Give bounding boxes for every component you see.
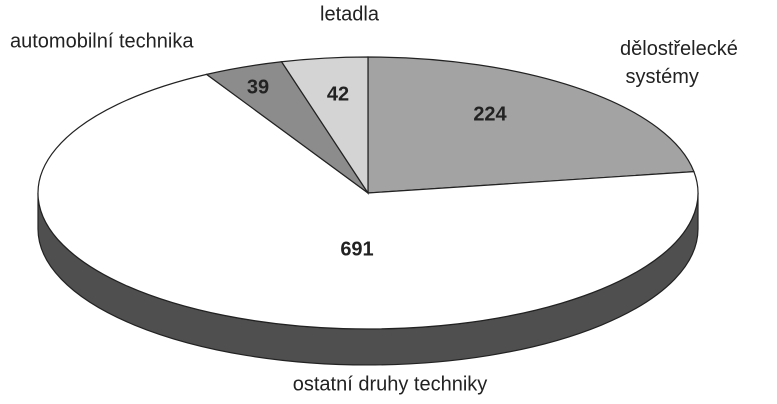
category-label: letadla: [320, 3, 380, 25]
value-label: 691: [340, 238, 373, 260]
category-label: dělostřelecké systémy: [620, 38, 738, 88]
pie-slice: [37, 73, 699, 330]
pie-slice: [280, 56, 369, 196]
category-label: automobilní technika: [10, 30, 194, 52]
value-label: 224: [473, 103, 507, 125]
value-label: 42: [327, 83, 349, 105]
category-label: ostatní druhy techniky: [293, 373, 488, 395]
pie-slice: [367, 56, 695, 194]
value-label: 39: [247, 76, 269, 98]
